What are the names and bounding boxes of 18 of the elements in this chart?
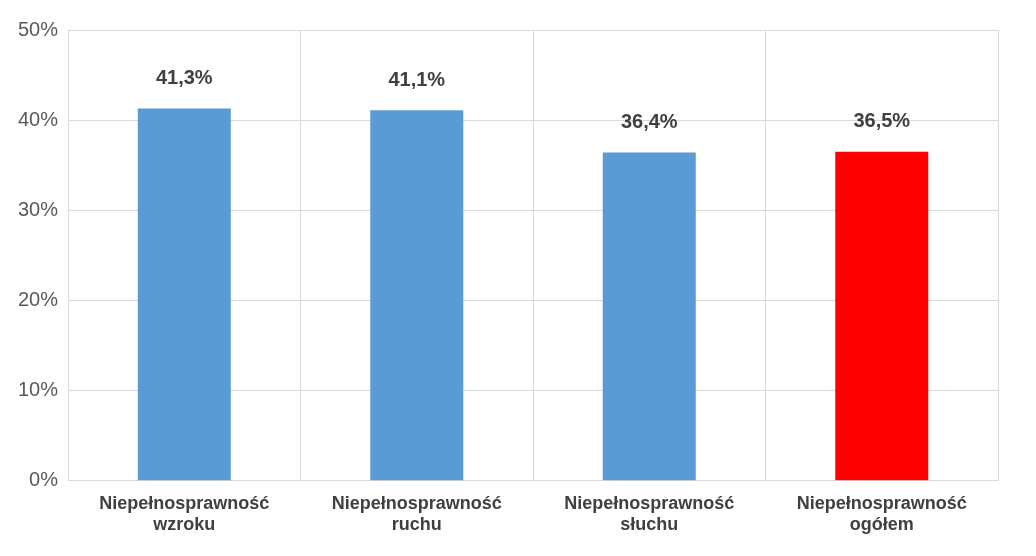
x-tick-label: Niepełnosprawność ogółem [796,492,967,535]
y-tick-label: 40% [18,107,59,130]
data-label: 41,3% [155,65,213,88]
x-tick-label: Niepełnosprawność słuchu [564,492,735,535]
y-tick-label: 50% [18,17,59,40]
bar [602,152,696,481]
y-tick-label: 20% [18,288,59,310]
data-label: 36,4% [620,110,678,133]
bar [835,151,929,481]
y-tick-label: 0% [29,468,59,491]
bar [370,110,464,481]
x-tick-label: Niepełnosprawność wzroku [99,492,270,535]
data-label: 41,1% [388,67,446,90]
y-tick-label: 10% [18,378,59,401]
x-tick-label: Niepełnosprawność ruchu [331,492,502,535]
bar [137,108,231,481]
data-label: 36,5% [853,109,911,132]
y-tick-label: 30% [18,197,59,220]
